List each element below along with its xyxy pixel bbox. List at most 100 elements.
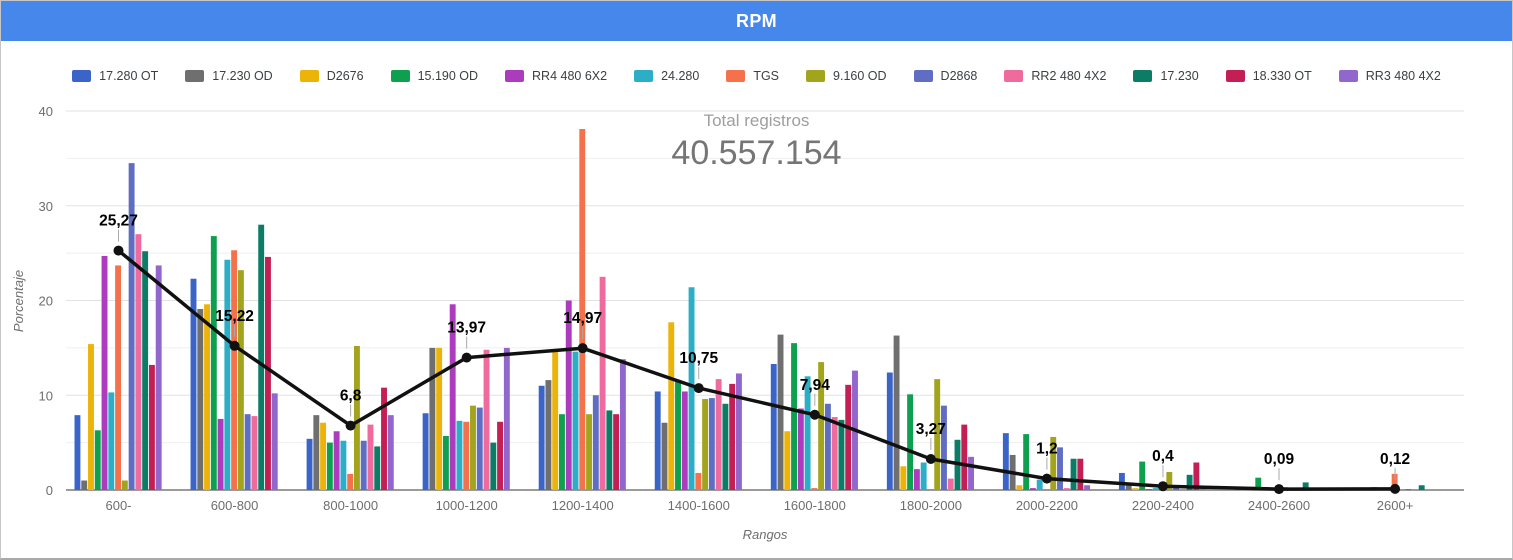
bar-rr2-480-4x2[interactable] bbox=[1179, 489, 1186, 490]
bar-rr4-480-6x2[interactable] bbox=[217, 418, 224, 490]
bar-rr2-480-4x2[interactable] bbox=[715, 379, 722, 490]
line-point[interactable] bbox=[1274, 484, 1284, 495]
bar-tgs[interactable] bbox=[463, 421, 470, 490]
bar-17-230[interactable] bbox=[142, 251, 149, 490]
bar-rr2-480-4x2[interactable] bbox=[135, 234, 142, 490]
bar-d2868[interactable] bbox=[476, 407, 483, 490]
bar-rr4-480-6x2[interactable] bbox=[1146, 489, 1152, 490]
bar-24-280[interactable] bbox=[572, 351, 579, 490]
bar-tgs[interactable] bbox=[695, 472, 702, 490]
bar-rr4-480-6x2[interactable] bbox=[565, 300, 572, 491]
bar-17-230[interactable] bbox=[838, 419, 845, 490]
bar-18-330-ot[interactable] bbox=[845, 384, 852, 490]
bar-rr2-480-4x2[interactable] bbox=[367, 424, 374, 490]
bar-15-190-od[interactable] bbox=[210, 236, 217, 490]
legend-item-15-190-od[interactable]: 15.190 OD bbox=[390, 69, 478, 83]
bar-rr4-480-6x2[interactable] bbox=[681, 391, 688, 490]
bar-24-280[interactable] bbox=[1036, 479, 1043, 490]
line-point[interactable] bbox=[1390, 483, 1401, 494]
bar-17-230-od[interactable] bbox=[777, 334, 784, 490]
legend-item-rr3-480-4x2[interactable]: RR3 480 4X2 bbox=[1338, 69, 1441, 83]
bar-d2868[interactable] bbox=[128, 163, 135, 491]
bar-17-280-ot[interactable] bbox=[74, 415, 81, 490]
legend-item-17-230[interactable]: 17.230 bbox=[1133, 69, 1199, 83]
bar-18-330-ot[interactable] bbox=[1193, 462, 1200, 490]
bar-24-280[interactable] bbox=[224, 259, 231, 490]
legend-item-d2868[interactable]: D2868 bbox=[913, 69, 977, 83]
bar-d2868[interactable] bbox=[941, 405, 947, 490]
bar-d2676[interactable] bbox=[1132, 488, 1139, 491]
bar-18-330-ot[interactable] bbox=[381, 387, 387, 490]
bar-24-280[interactable] bbox=[340, 440, 347, 490]
bar-18-330-ot[interactable] bbox=[148, 364, 155, 490]
bar-tgs[interactable] bbox=[1391, 473, 1398, 490]
bar-tgs[interactable] bbox=[579, 129, 586, 490]
bar-24-280[interactable] bbox=[108, 392, 115, 490]
bar-rr3-480-4x2[interactable] bbox=[968, 456, 974, 490]
legend-item-rr2-480-4x2[interactable]: RR2 480 4X2 bbox=[1004, 69, 1106, 83]
bar-17-230[interactable] bbox=[722, 403, 729, 490]
bar-17-230[interactable] bbox=[1070, 458, 1077, 490]
bar-15-190-od[interactable] bbox=[675, 381, 681, 490]
bar-17-230-od[interactable] bbox=[1125, 485, 1132, 490]
bar-17-230-od[interactable] bbox=[545, 380, 552, 490]
bar-tgs[interactable] bbox=[927, 489, 934, 490]
bar-d2676[interactable] bbox=[1016, 485, 1023, 490]
bar-17-230-od[interactable] bbox=[893, 335, 900, 490]
bar-24-280[interactable] bbox=[804, 376, 811, 490]
bar-tgs[interactable] bbox=[115, 265, 122, 490]
bar-d2868[interactable] bbox=[1405, 489, 1412, 490]
legend-item-d2676[interactable]: D2676 bbox=[299, 69, 364, 83]
bar-18-330-ot[interactable] bbox=[613, 414, 620, 490]
bar-d2676[interactable] bbox=[668, 322, 675, 490]
bar-17-230[interactable] bbox=[1302, 482, 1309, 490]
bar-d2676[interactable] bbox=[900, 466, 907, 490]
bar-17-280-ot[interactable] bbox=[422, 413, 429, 490]
line-point[interactable] bbox=[113, 245, 124, 256]
bar-rr3-480-4x2[interactable] bbox=[271, 393, 278, 490]
bar-9-160-od[interactable] bbox=[121, 480, 128, 490]
bar-18-330-ot[interactable] bbox=[1077, 458, 1084, 490]
bar-18-330-ot[interactable] bbox=[265, 256, 271, 490]
bar-d2868[interactable] bbox=[708, 398, 715, 490]
bar-15-190-od[interactable] bbox=[1023, 434, 1030, 490]
bar-17-230[interactable] bbox=[374, 446, 381, 490]
bar-rr4-480-6x2[interactable] bbox=[449, 304, 456, 490]
line-point[interactable] bbox=[1157, 481, 1168, 492]
bar-rr4-480-6x2[interactable] bbox=[333, 431, 340, 490]
bar-15-190-od[interactable] bbox=[326, 442, 333, 491]
bar-17-280-ot[interactable] bbox=[770, 363, 777, 490]
bar-9-160-od[interactable] bbox=[1050, 436, 1057, 490]
bar-15-190-od[interactable] bbox=[559, 414, 565, 490]
bar-9-160-od[interactable] bbox=[237, 270, 244, 490]
bar-tgs[interactable] bbox=[347, 473, 354, 490]
bar-17-230[interactable] bbox=[1186, 474, 1193, 490]
bar-d2868[interactable] bbox=[244, 414, 251, 490]
bar-17-280-ot[interactable] bbox=[190, 278, 197, 490]
bar-rr2-480-4x2[interactable] bbox=[251, 416, 258, 491]
line-point[interactable] bbox=[577, 343, 588, 354]
bar-d2676[interactable] bbox=[436, 347, 443, 491]
bar-17-280-ot[interactable] bbox=[1118, 472, 1125, 490]
bar-9-160-od[interactable] bbox=[470, 405, 476, 490]
line-point[interactable] bbox=[809, 409, 820, 420]
bar-d2868[interactable] bbox=[360, 440, 367, 490]
legend-item-tgs[interactable]: TGS bbox=[726, 69, 779, 83]
line-point[interactable] bbox=[345, 420, 356, 431]
bar-15-190-od[interactable] bbox=[907, 394, 914, 490]
bar-17-230[interactable] bbox=[1418, 485, 1425, 490]
bar-17-280-ot[interactable] bbox=[1002, 433, 1009, 490]
bar-d2676[interactable] bbox=[88, 344, 94, 490]
bar-17-280-ot[interactable] bbox=[654, 391, 661, 490]
bar-d2868[interactable] bbox=[824, 403, 831, 490]
bar-15-190-od[interactable] bbox=[1139, 461, 1146, 490]
bar-rr4-480-6x2[interactable] bbox=[1029, 488, 1036, 491]
legend-item-24-280[interactable]: 24.280 bbox=[634, 69, 699, 83]
bar-line-chart[interactable]: 0 10 20 30 40 25,27 15,22 6,8 13,97 14,97 10,75 7,9… bbox=[1, 41, 1513, 560]
bar-15-190-od[interactable] bbox=[442, 435, 449, 490]
bar-9-160-od[interactable] bbox=[818, 362, 825, 490]
bar-17-230-od[interactable] bbox=[661, 422, 668, 490]
bar-9-160-od[interactable] bbox=[934, 379, 941, 490]
legend-item-9-160-od[interactable]: 9.160 OD bbox=[806, 69, 887, 83]
bar-d2676[interactable] bbox=[320, 422, 327, 490]
